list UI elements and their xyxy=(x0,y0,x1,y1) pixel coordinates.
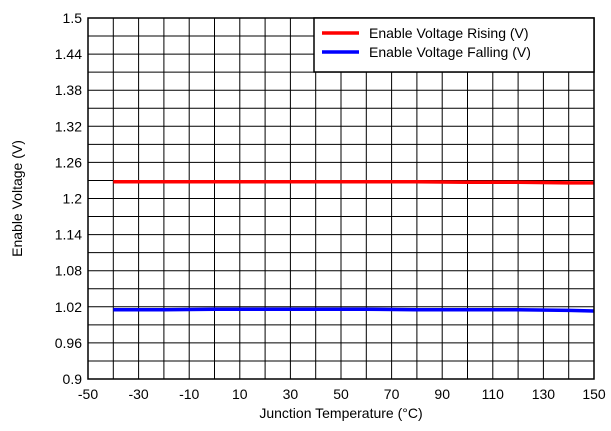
x-tick-label: 150 xyxy=(582,386,606,402)
legend-label: Enable Voltage Rising (V) xyxy=(369,25,529,41)
x-tick-labels: -50 -30 -10 10 30 50 70 90 110 130 150 xyxy=(78,386,606,402)
y-tick-label: 0.9 xyxy=(63,371,83,387)
y-tick-label: 1.02 xyxy=(55,299,82,315)
y-tick-label: 1.08 xyxy=(55,263,82,279)
y-axis-label: Enable Voltage (V) xyxy=(9,140,25,257)
x-tick-label: 50 xyxy=(333,386,349,402)
y-tick-label: 1.44 xyxy=(55,46,82,62)
x-tick-label: 10 xyxy=(232,386,248,402)
x-tick-label: 110 xyxy=(482,386,505,402)
y-tick-label: 1.5 xyxy=(63,10,83,26)
y-tick-label: 1.38 xyxy=(55,82,82,98)
x-tick-label: 30 xyxy=(283,386,299,402)
x-tick-label: -30 xyxy=(128,386,148,402)
y-tick-label: 0.96 xyxy=(55,335,82,351)
y-tick-label: 1.2 xyxy=(63,191,83,207)
series-line-falling xyxy=(113,307,595,313)
x-tick-label: 70 xyxy=(384,386,400,402)
x-tick-label: -50 xyxy=(78,386,98,402)
series-line-rising xyxy=(113,179,594,185)
legend-box xyxy=(313,17,595,73)
y-tick-label: 1.26 xyxy=(55,154,82,170)
y-tick-label: 1.32 xyxy=(55,118,82,134)
series-group xyxy=(113,179,595,313)
legend-label: Enable Voltage Falling (V) xyxy=(369,44,531,60)
grid xyxy=(88,18,594,379)
x-axis-label: Junction Temperature (°C) xyxy=(259,405,422,421)
x-tick-label: 90 xyxy=(434,386,450,402)
x-tick-label: 130 xyxy=(532,386,556,402)
y-tick-label: 1.14 xyxy=(55,227,82,243)
y-tick-labels: 0.9 0.96 1.02 1.08 1.14 1.2 1.26 1.32 1.38 1.44 1.… xyxy=(55,10,82,387)
legend: Enable Voltage Rising (V) Enable Voltage … xyxy=(313,17,595,73)
x-tick-label: -10 xyxy=(179,386,199,402)
